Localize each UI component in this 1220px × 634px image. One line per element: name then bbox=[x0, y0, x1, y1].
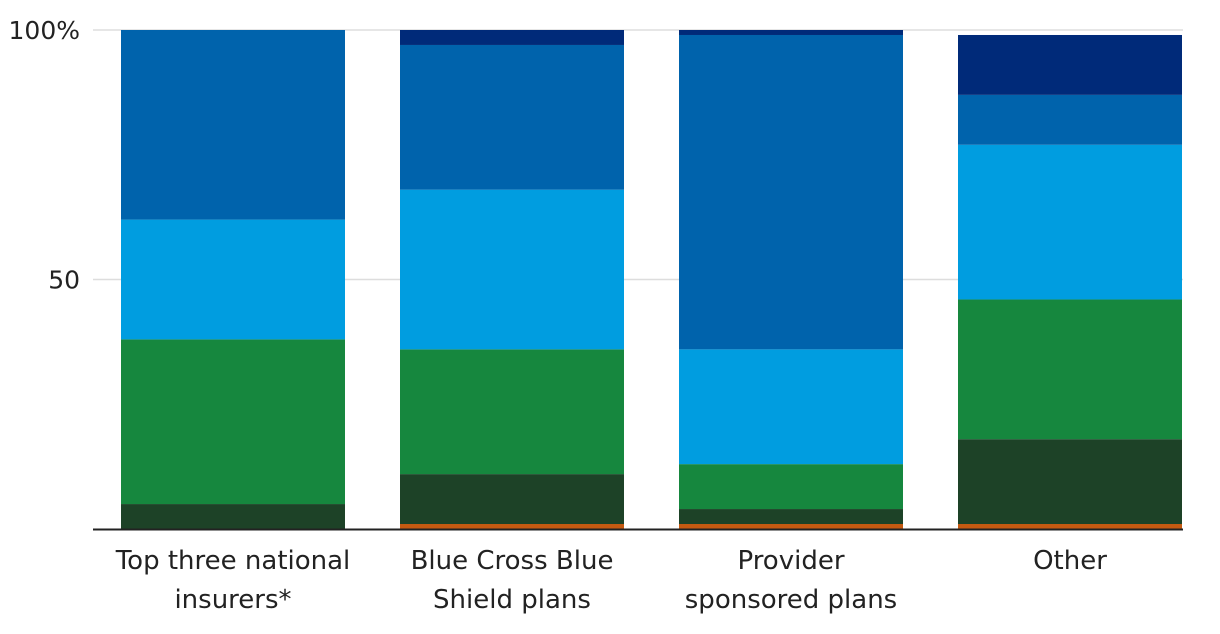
x-tick-label: Top three national bbox=[115, 546, 351, 576]
x-tick-label: Shield plans bbox=[433, 585, 591, 615]
bar-segment bbox=[121, 339, 345, 505]
bar-segment bbox=[121, 30, 345, 220]
bar-segment bbox=[121, 504, 345, 529]
bar-segment bbox=[679, 34, 903, 350]
bar-segment bbox=[679, 509, 903, 525]
bar-segment bbox=[400, 44, 624, 190]
x-tick-label: sponsored plans bbox=[685, 585, 897, 615]
bar-segment bbox=[400, 349, 624, 475]
labels: 100% 50 Top three national insurers* Blue Cr… bbox=[9, 16, 1108, 615]
bar-segment bbox=[121, 219, 345, 340]
bar-segment bbox=[679, 30, 903, 35]
bar-segment bbox=[400, 189, 624, 350]
bars bbox=[121, 30, 1182, 529]
y-tick-label: 50 bbox=[48, 266, 80, 295]
x-tick-label: Other bbox=[1033, 546, 1107, 576]
x-tick-label: Blue Cross Blue bbox=[411, 546, 614, 576]
bar-segment bbox=[400, 30, 624, 45]
x-tick-label: Provider bbox=[737, 546, 844, 576]
y-tick-label: 100% bbox=[9, 16, 80, 45]
bar-segment bbox=[679, 524, 903, 529]
bar-segment bbox=[679, 464, 903, 510]
bar-segment bbox=[958, 299, 1182, 440]
bar-segment bbox=[958, 34, 1182, 95]
x-tick-label: insurers* bbox=[174, 585, 291, 615]
bar-segment bbox=[400, 524, 624, 529]
bar-segment bbox=[958, 94, 1182, 145]
bar-segment bbox=[958, 144, 1182, 300]
bar-segment bbox=[400, 474, 624, 525]
bar-segment bbox=[679, 349, 903, 465]
bar-segment bbox=[958, 524, 1182, 529]
bar-segment bbox=[958, 439, 1182, 525]
